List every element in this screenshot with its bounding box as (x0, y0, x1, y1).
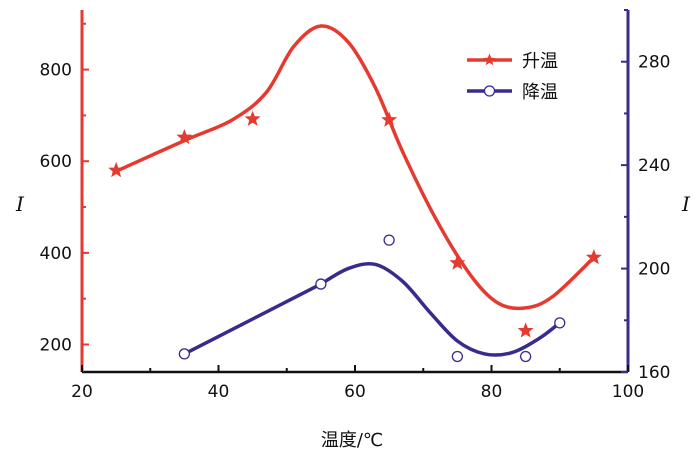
series-2-circle-point (383, 234, 395, 246)
series-2-circle-point (315, 278, 327, 290)
legend-star-marker (483, 53, 496, 66)
x-tick-label: 60 (344, 382, 366, 402)
y-left-tick-label: 400 (40, 244, 72, 264)
series-2-circle-point (554, 317, 566, 329)
legend-label-1: 升温 (522, 51, 558, 72)
legend-circle-marker (483, 85, 496, 97)
series-1-star-point (244, 110, 261, 126)
series-2-circle-point (519, 350, 532, 363)
y-left-tick-label: 600 (40, 152, 72, 172)
series-1-star-point (449, 254, 466, 270)
series-2-circle-point (178, 348, 191, 360)
axes: 20 40 60 80 100 200 400 600 800 160 200 240 280 (40, 9, 670, 402)
x-tick-label: 100 (612, 382, 644, 402)
series-1-star-point (585, 249, 602, 265)
y-axis-right-title: I (681, 192, 691, 216)
legend-label-2: 降温 (522, 82, 558, 103)
y-right-tick-label: 160 (638, 363, 670, 383)
series-markers (108, 110, 602, 363)
series-curves (114, 24, 596, 357)
series-1-star-point (381, 111, 398, 127)
y-axis-left-title: I (15, 192, 25, 216)
x-tick-label: 40 (208, 382, 230, 402)
series-1-star-point (108, 161, 125, 178)
series-1-star-point (517, 322, 534, 338)
y-left-tick-label: 800 (40, 61, 72, 81)
x-tick-label: 80 (481, 382, 503, 402)
series-line-2 (182, 261, 562, 357)
series-2-circle-point (451, 350, 464, 363)
series-1-star-point (176, 129, 193, 145)
y-right-tick-label: 200 (638, 260, 670, 280)
y-right-tick-label: 280 (638, 53, 670, 73)
series-line-1 (114, 24, 596, 311)
y-left-tick-label: 200 (40, 336, 72, 356)
x-tick-label: 20 (71, 382, 93, 402)
x-axis-title: 温度/℃ (321, 430, 383, 451)
y-right-tick-label: 240 (638, 156, 670, 176)
